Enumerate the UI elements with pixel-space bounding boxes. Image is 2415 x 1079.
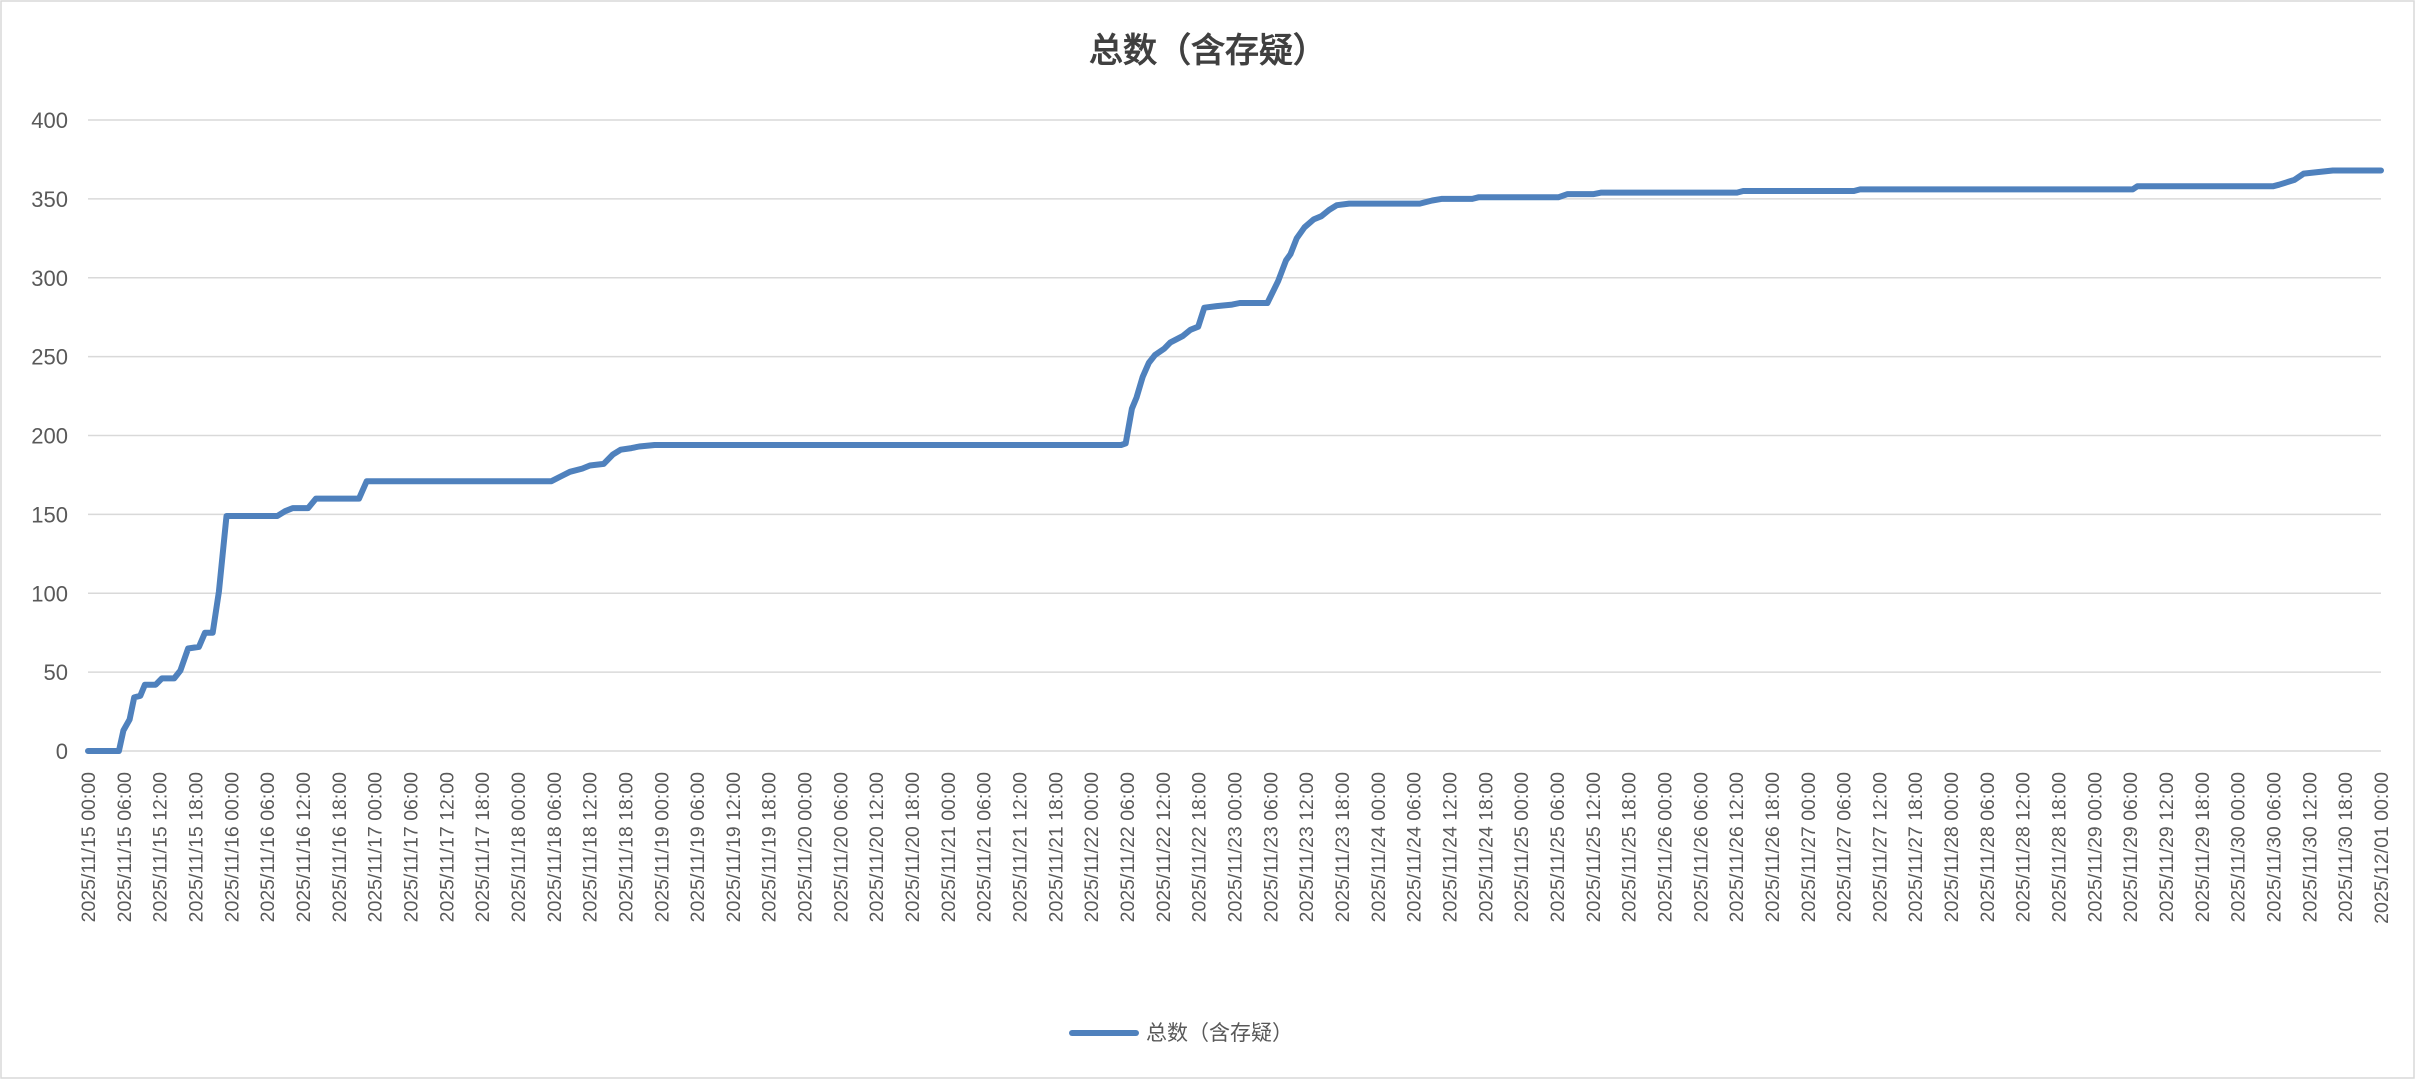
y-tick-label: 200 (31, 424, 68, 449)
x-tick-label: 2025/11/15 06:00 (114, 772, 136, 923)
x-axis-ticks: 2025/11/15 00:00 2025/11/15 06:00 2025/11/… (78, 772, 2393, 924)
x-tick-label: 2025/11/21 18:00 (1045, 772, 1067, 923)
x-tick-label: 2025/11/22 00:00 (1081, 772, 1103, 923)
y-tick-label: 50 (44, 660, 68, 685)
x-tick-label: 2025/11/28 06:00 (1977, 772, 1999, 923)
x-tick-label: 2025/11/23 18:00 (1332, 772, 1354, 923)
x-tick-label: 2025/11/29 12:00 (2156, 772, 2178, 923)
y-tick-label: 100 (31, 581, 68, 606)
x-tick-label: 2025/11/22 18:00 (1189, 772, 1211, 923)
x-tick-label: 2025/11/30 00:00 (2228, 772, 2250, 923)
x-tick-label: 2025/11/24 18:00 (1475, 772, 1497, 923)
x-tick-label: 2025/11/16 12:00 (293, 772, 315, 923)
y-axis-ticks: 0 50 100 150 200 250 300 350 400 (31, 108, 68, 764)
x-tick-label: 2025/12/01 00:00 (2371, 772, 2393, 924)
x-tick-label: 2025/11/23 12:00 (1296, 772, 1318, 923)
chart-title: 总数（含存疑） (1089, 31, 1327, 71)
x-tick-label: 2025/11/30 18:00 (2335, 772, 2357, 923)
x-tick-label: 2025/11/18 00:00 (508, 772, 530, 923)
x-tick-label: 2025/11/30 06:00 (2264, 772, 2286, 923)
x-tick-label: 2025/11/18 06:00 (544, 772, 566, 923)
x-tick-label: 2025/11/20 00:00 (795, 772, 817, 923)
x-tick-label: 2025/11/17 06:00 (400, 772, 422, 923)
x-tick-label: 2025/11/29 18:00 (2192, 772, 2214, 923)
x-tick-label: 2025/11/26 00:00 (1654, 772, 1676, 923)
x-tick-label: 2025/11/21 06:00 (974, 772, 996, 923)
legend-label: 总数（含存疑） (1146, 1021, 1293, 1045)
y-tick-label: 0 (56, 739, 68, 764)
x-tick-label: 2025/11/18 18:00 (615, 772, 637, 923)
x-tick-label: 2025/11/25 06:00 (1547, 772, 1569, 923)
x-tick-label: 2025/11/25 12:00 (1583, 772, 1605, 923)
x-tick-label: 2025/11/20 12:00 (866, 772, 888, 923)
x-tick-label: 2025/11/16 06:00 (257, 772, 279, 923)
x-tick-label: 2025/11/20 18:00 (902, 772, 924, 923)
x-tick-label: 2025/11/23 06:00 (1260, 772, 1282, 923)
x-tick-label: 2025/11/24 12:00 (1439, 772, 1461, 923)
x-tick-label: 2025/11/25 18:00 (1619, 772, 1641, 923)
x-tick-label: 2025/11/26 12:00 (1726, 772, 1748, 923)
x-tick-label: 2025/11/19 00:00 (651, 772, 673, 923)
gridlines (88, 119, 2381, 752)
series-group (85, 167, 2384, 754)
x-tick-label: 2025/11/17 12:00 (436, 772, 458, 923)
series-line (85, 167, 2384, 754)
x-tick-label: 2025/11/24 06:00 (1404, 772, 1426, 923)
y-tick-label: 250 (31, 345, 68, 370)
x-tick-label: 2025/11/15 18:00 (185, 772, 207, 923)
x-tick-label: 2025/11/18 12:00 (580, 772, 602, 923)
x-tick-label: 2025/11/19 06:00 (687, 772, 709, 923)
x-tick-label: 2025/11/19 12:00 (723, 772, 745, 923)
x-tick-label: 2025/11/20 06:00 (830, 772, 852, 923)
x-tick-label: 2025/11/27 12:00 (1869, 772, 1891, 923)
x-tick-label: 2025/11/19 18:00 (759, 772, 781, 923)
x-tick-label: 2025/11/17 00:00 (365, 772, 387, 923)
x-tick-label: 2025/11/30 12:00 (2299, 772, 2321, 923)
y-tick-label: 400 (31, 108, 68, 133)
y-tick-label: 150 (31, 502, 68, 527)
x-tick-label: 2025/11/16 00:00 (221, 772, 243, 923)
x-tick-label: 2025/11/15 00:00 (78, 772, 100, 923)
x-tick-label: 2025/11/29 06:00 (2120, 772, 2142, 923)
y-tick-label: 350 (31, 187, 68, 212)
x-tick-label: 2025/11/28 00:00 (1941, 772, 1963, 923)
legend[interactable]: 总数（含存疑） (1069, 1021, 1293, 1045)
x-tick-label: 2025/11/26 18:00 (1762, 772, 1784, 923)
x-tick-label: 2025/11/15 12:00 (150, 772, 172, 923)
x-tick-label: 2025/11/28 18:00 (2049, 772, 2071, 923)
x-tick-label: 2025/11/27 18:00 (1905, 772, 1927, 923)
x-tick-label: 2025/11/23 00:00 (1225, 772, 1247, 923)
x-tick-label: 2025/11/21 12:00 (1010, 772, 1032, 923)
x-tick-label: 2025/11/16 18:00 (329, 772, 351, 923)
x-tick-label: 2025/11/21 00:00 (938, 772, 960, 923)
x-tick-label: 2025/11/26 06:00 (1690, 772, 1712, 923)
x-tick-label: 2025/11/22 06:00 (1117, 772, 1139, 923)
x-tick-label: 2025/11/28 12:00 (2013, 772, 2035, 923)
y-tick-label: 300 (31, 266, 68, 291)
x-tick-label: 2025/11/17 18:00 (472, 772, 494, 923)
x-tick-label: 2025/11/27 06:00 (1834, 772, 1856, 923)
x-tick-label: 2025/11/22 12:00 (1153, 772, 1175, 923)
x-tick-label: 2025/11/25 00:00 (1511, 772, 1533, 923)
x-tick-label: 2025/11/29 00:00 (2084, 772, 2106, 923)
x-tick-label: 2025/11/24 00:00 (1368, 772, 1390, 923)
x-tick-label: 2025/11/27 00:00 (1798, 772, 1820, 923)
